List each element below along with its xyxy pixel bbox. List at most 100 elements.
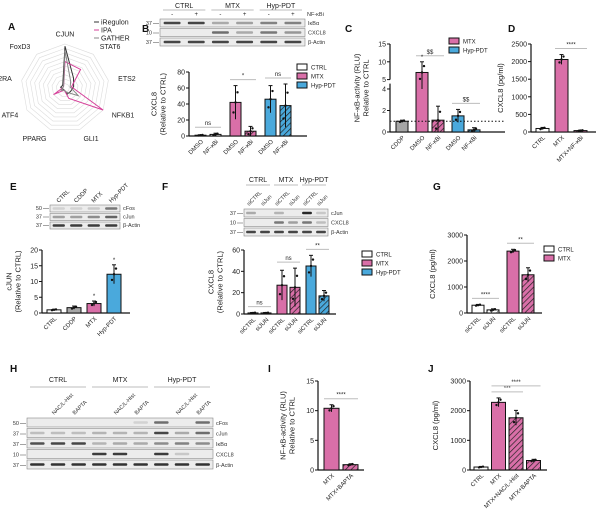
radar-grid-ring [25, 48, 105, 126]
blot-band [236, 31, 254, 34]
radar-axis-label: FoxD3 [10, 44, 31, 51]
data-point [532, 459, 535, 462]
blot-band [112, 431, 128, 435]
data-point [516, 412, 520, 415]
bar [554, 58, 569, 133]
data-point [307, 271, 311, 274]
y-axis-label: CXCL8 (pg/ml) [428, 249, 437, 299]
data-point [216, 132, 219, 135]
lane-label: BAPTA [196, 399, 213, 416]
blot-strip [159, 37, 306, 47]
blot-band [174, 431, 190, 435]
band-label: CXCL8 [216, 453, 234, 459]
data-point [267, 106, 270, 109]
mw-marker: 37 [36, 223, 42, 229]
data-point [470, 129, 474, 133]
blot-band [92, 452, 107, 456]
y-tick-label: 20 [177, 118, 185, 125]
significance-label: $$ [427, 50, 434, 56]
blot-band [105, 215, 118, 219]
data-point [249, 311, 253, 315]
blot-group-label: Hyp-PDT [168, 377, 198, 384]
data-point [489, 309, 493, 312]
blot-band [71, 463, 86, 466]
panel-label-b: B [142, 24, 149, 35]
bar [508, 417, 524, 471]
blot-band [87, 215, 100, 219]
legend-label: CTRL [558, 248, 574, 254]
y-tick-label: 2500 [511, 42, 527, 49]
y-axis-label: (Relative to CTRL) [216, 250, 225, 313]
legend-swatch [543, 245, 555, 253]
legend-label: Hyp-PDT [463, 49, 488, 55]
blot-band [163, 40, 181, 44]
significance-label: ** [518, 237, 523, 243]
lane-label: + [243, 12, 247, 18]
data-point [264, 311, 268, 315]
data-point [52, 308, 56, 312]
band-label: IκBα [308, 21, 320, 27]
x-tick-label: NF-κBi [238, 139, 255, 156]
blot-band [316, 211, 326, 215]
legend-label: MTX [311, 75, 324, 81]
blot-band [274, 230, 284, 234]
data-point [478, 303, 482, 306]
data-point [509, 251, 513, 254]
data-point [249, 130, 252, 133]
blot-band [133, 442, 148, 445]
legend-swatch [296, 81, 308, 89]
y-tick-label: 2000 [447, 259, 463, 266]
x-tick-label: siCTRL [464, 316, 483, 335]
legend-label: Hyp-PDT [376, 271, 401, 277]
bar-chart-c: 0 2 4 5 10 15 NF-κB-activity (RLU) Relative to … [353, 37, 505, 152]
blot-band [92, 431, 107, 435]
legend-swatch [448, 37, 460, 45]
y-tick-label: 15 [306, 379, 314, 386]
blot-band [163, 21, 181, 25]
mw-marker: 37 [13, 442, 19, 448]
blot-band [30, 431, 45, 435]
radar-axis-label: NFKB1 [112, 113, 135, 120]
blot-band [52, 215, 65, 219]
data-point [295, 274, 299, 278]
data-point [474, 304, 478, 307]
data-point [581, 129, 584, 132]
blot-band [284, 40, 302, 44]
data-point [560, 58, 563, 61]
radar-axis-label: ATF4 [2, 113, 19, 120]
x-tick-label: MTX [323, 473, 336, 486]
blot-band [195, 421, 210, 424]
blot-band [112, 463, 128, 466]
blot-strip [159, 28, 306, 37]
blot-band [284, 31, 302, 34]
data-point [247, 132, 250, 136]
blot-band [302, 221, 312, 224]
mw-marker: 37 [13, 432, 19, 438]
blot-band [316, 230, 326, 234]
y-tick-label: 40 [177, 102, 185, 109]
x-tick-label: CTRL [470, 473, 486, 489]
radar-axis-label: GLI1 [83, 136, 98, 143]
blot-band [133, 431, 148, 435]
data-point [474, 127, 478, 130]
significance-label: * [93, 294, 96, 300]
x-tick-label: DMSO [409, 135, 426, 152]
blot-band [50, 431, 66, 435]
blot-group-label: CTRL [249, 177, 267, 184]
legend-swatch [296, 63, 308, 71]
data-point [539, 127, 542, 131]
y-axis-label: Relative to CTRL [362, 59, 371, 116]
data-point [330, 407, 333, 410]
blot-band [70, 215, 83, 219]
blot-band [211, 40, 229, 44]
blot-band [105, 207, 118, 210]
data-point [543, 126, 546, 130]
lane-label: - [219, 12, 221, 18]
data-point [454, 118, 458, 121]
significance-label: ns [275, 72, 281, 78]
legend-swatch [361, 250, 373, 258]
bar [526, 460, 541, 471]
legend-swatch [448, 46, 460, 54]
